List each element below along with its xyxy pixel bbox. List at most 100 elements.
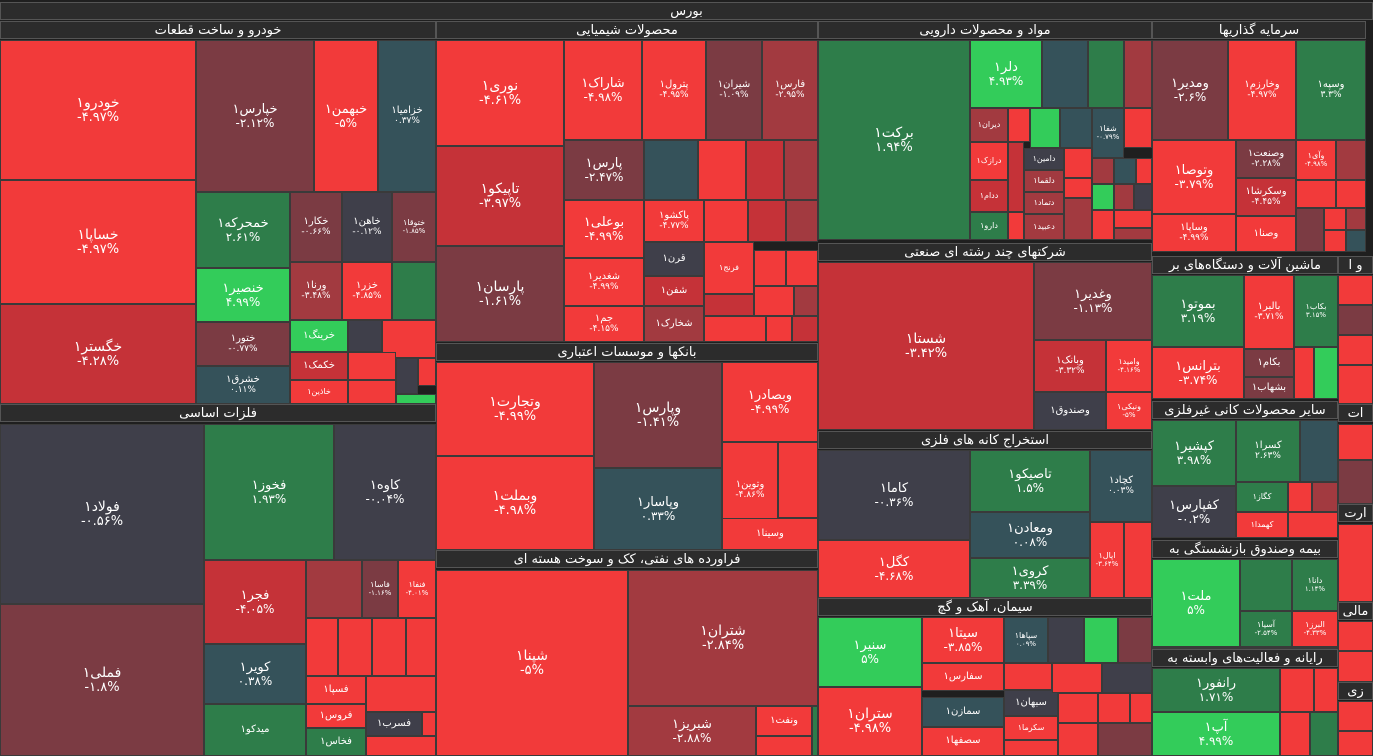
stock-tile[interactable]: بموتو۱ ۳.۱۹%	[1152, 275, 1244, 347]
stock-tile[interactable]: خودرو۱ -۴.۹۷%	[0, 40, 196, 180]
stock-tile[interactable]	[1098, 693, 1130, 723]
stock-tile[interactable]: کپشیر۱ ۳.۹۸%	[1152, 420, 1236, 486]
stock-tile[interactable]: وبانک۱ -۳.۳۲%	[1034, 340, 1106, 392]
stock-tile[interactable]	[338, 618, 372, 676]
stock-tile[interactable]: پترول۱ -۴.۹۵%	[642, 40, 706, 140]
stock-tile[interactable]	[1336, 140, 1366, 180]
stock-tile[interactable]	[1092, 184, 1114, 210]
stock-tile[interactable]: خشرق۱ ۰.۱۱%	[196, 366, 290, 404]
stock-tile[interactable]: آسیا۱ -۲.۵۴%	[1240, 611, 1292, 647]
stock-tile[interactable]: وپاسار۱ ۰.۳۳%	[594, 468, 722, 550]
stock-tile[interactable]	[306, 560, 362, 618]
stock-tile[interactable]: سنیر۱ ۵%	[818, 617, 922, 687]
stock-tile[interactable]: خپارس۱ -۲.۱۲%	[196, 40, 314, 192]
stock-tile[interactable]: درازک۱	[970, 142, 1008, 180]
sector-header[interactable]: ماشین آلات و دستگاه‌های بر	[1152, 256, 1338, 274]
sector-header[interactable]: سیمان، آهک و گچ	[818, 598, 1152, 616]
stock-tile[interactable]	[1338, 275, 1373, 305]
stock-tile[interactable]: شبریز۱ -۲.۸۸%	[628, 706, 756, 756]
stock-tile[interactable]: شخارک۱	[644, 306, 704, 342]
sector-header[interactable]: و ا	[1338, 256, 1373, 274]
stock-tile[interactable]: کاما۱ -۰.۳۶%	[818, 450, 970, 540]
stock-tile[interactable]: خگستر۱ -۴.۲۸%	[0, 304, 196, 404]
stock-tile[interactable]: وصندوق۱	[1034, 392, 1106, 430]
stock-tile[interactable]	[1280, 712, 1310, 756]
sector-header[interactable]: ات	[1338, 404, 1373, 422]
stock-tile[interactable]	[396, 394, 436, 404]
sector-header[interactable]: فراورده های نفتی، کک و سوخت هسته ای	[436, 550, 818, 568]
stock-tile[interactable]	[1338, 731, 1373, 756]
stock-tile[interactable]: رانفور۱ ۱.۷۱%	[1152, 668, 1280, 712]
stock-tile[interactable]	[1124, 40, 1152, 108]
stock-tile[interactable]	[1300, 420, 1338, 482]
stock-tile[interactable]	[756, 736, 812, 756]
stock-tile[interactable]: وصنعت۱ -۲.۲۸%	[1236, 140, 1296, 178]
stock-tile[interactable]	[704, 294, 754, 316]
stock-tile[interactable]	[1060, 108, 1092, 148]
stock-tile[interactable]	[766, 316, 792, 342]
stock-tile[interactable]: اپال۱ -۳.۶۴%	[1090, 522, 1124, 598]
stock-tile[interactable]	[1042, 40, 1088, 108]
stock-tile[interactable]: وغدیر۱ -۱.۱۳%	[1034, 262, 1152, 340]
stock-tile[interactable]	[366, 676, 436, 712]
stock-tile[interactable]: ملت۱ ۵%	[1152, 559, 1240, 647]
stock-tile[interactable]	[1048, 617, 1084, 663]
stock-tile[interactable]: وتجارت۱ -۴.۹۹%	[436, 362, 594, 456]
sector-header[interactable]: خودرو و ساخت قطعات	[0, 21, 436, 39]
stock-tile[interactable]: فخاس۱	[306, 728, 366, 756]
stock-tile[interactable]: بالبر۱ -۳.۷۱%	[1244, 275, 1294, 349]
stock-tile[interactable]: فارس۱ -۲.۹۵%	[762, 40, 818, 140]
stock-tile[interactable]: سصفها۱	[922, 727, 1004, 756]
stock-tile[interactable]: خساپا۱ -۴.۹۷%	[0, 180, 196, 304]
stock-tile[interactable]	[1118, 617, 1152, 663]
sector-header[interactable]: بیمه وصندوق بازنشستگی به	[1152, 540, 1338, 558]
stock-tile[interactable]	[1130, 693, 1152, 723]
stock-tile[interactable]: فروس۱	[306, 704, 366, 728]
stock-tile[interactable]	[698, 140, 746, 200]
stock-tile[interactable]	[348, 380, 396, 404]
stock-tile[interactable]: ومعادن۱ ۰.۰۸%	[970, 512, 1090, 558]
stock-tile[interactable]: خکمک۱	[290, 352, 348, 380]
stock-tile[interactable]	[792, 316, 818, 342]
stock-tile[interactable]: فرنج۱	[704, 242, 754, 294]
stock-tile[interactable]	[1296, 180, 1336, 208]
stock-tile[interactable]: دلر۱ ۴.۹۳%	[970, 40, 1042, 108]
stock-tile[interactable]: سفارس۱	[922, 663, 1004, 691]
stock-tile[interactable]	[1240, 559, 1292, 611]
stock-tile[interactable]	[1346, 208, 1366, 230]
stock-tile[interactable]: کهمدا۱	[1236, 512, 1288, 538]
stock-tile[interactable]	[794, 286, 818, 316]
stock-tile[interactable]: بکام۱	[1244, 349, 1294, 377]
stock-tile[interactable]	[1338, 305, 1373, 335]
stock-tile[interactable]: فاسا۱ -۱.۱۶%	[362, 560, 398, 618]
sector-header[interactable]: مواد و محصولات دارویی	[818, 21, 1152, 39]
stock-tile[interactable]	[778, 442, 818, 518]
stock-tile[interactable]	[1338, 335, 1373, 365]
stock-tile[interactable]	[1008, 212, 1024, 240]
stock-tile[interactable]	[422, 712, 436, 736]
stock-tile[interactable]: کچاد۱ ۰.۰۳%	[1090, 450, 1152, 522]
stock-tile[interactable]	[1324, 230, 1346, 252]
stock-tile[interactable]: قرن۱	[644, 242, 704, 276]
stock-tile[interactable]: خکار۱ -۰.۶۶%	[290, 192, 342, 262]
stock-tile[interactable]	[1092, 158, 1114, 184]
stock-tile[interactable]: تاپیکو۱ -۳.۹۷%	[436, 146, 564, 246]
stock-tile[interactable]: شفا۱ -۰.۷۹%	[1092, 108, 1124, 158]
stock-tile[interactable]: ستران۱ -۴.۹۸%	[818, 687, 922, 756]
stock-tile[interactable]: دلقما۱	[1024, 170, 1064, 192]
stock-tile[interactable]	[1338, 621, 1373, 651]
stock-tile[interactable]: ختور۱ -۰.۷۷%	[196, 322, 290, 366]
stock-tile[interactable]	[1102, 663, 1152, 693]
stock-tile[interactable]: کاوه۱ -۰.۰۴%	[334, 424, 436, 560]
stock-tile[interactable]: بترانس۱ -۳.۷۴%	[1152, 347, 1244, 399]
stock-tile[interactable]	[1058, 693, 1098, 723]
stock-tile[interactable]: وتوصا۱ -۳.۷۹%	[1152, 140, 1236, 214]
sector-header[interactable]: ارت	[1338, 504, 1373, 522]
stock-tile[interactable]	[1004, 740, 1058, 756]
stock-tile[interactable]: تاصیکو۱ ۱.۵%	[970, 450, 1090, 512]
stock-tile[interactable]	[1114, 210, 1152, 228]
stock-tile[interactable]	[1052, 663, 1102, 693]
stock-tile[interactable]: وسپه۱ ۳.۳%	[1296, 40, 1366, 140]
stock-tile[interactable]	[1310, 712, 1338, 756]
stock-tile[interactable]: سبهان۱	[1004, 690, 1058, 716]
